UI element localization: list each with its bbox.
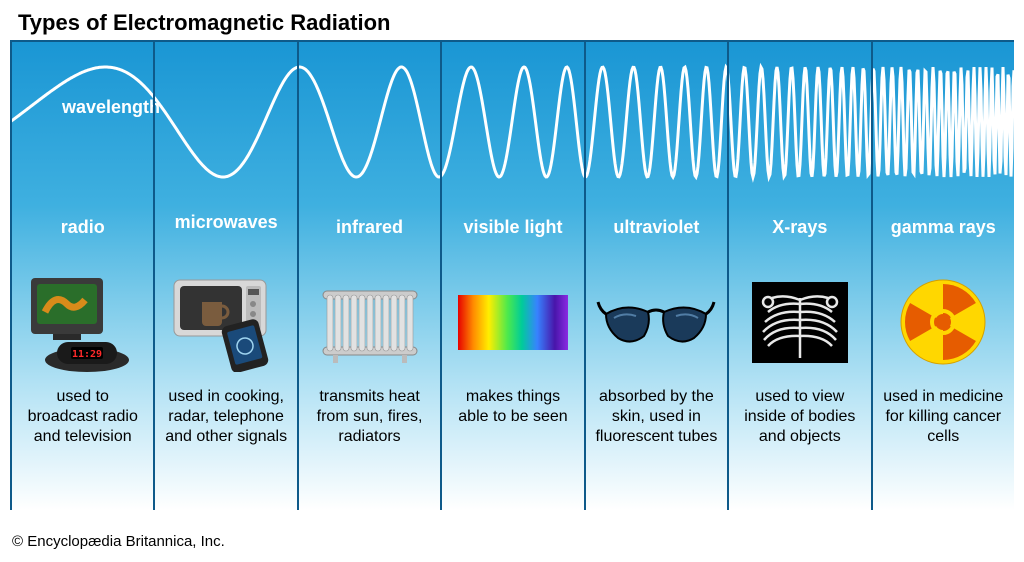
svg-text:11:29: 11:29 [72, 349, 102, 360]
icon-radiation [873, 267, 1014, 377]
copyright: © Encyclopædia Britannica, Inc. [12, 533, 225, 550]
column-visible-light: visible light makes things able to be se… [440, 42, 583, 510]
label-xrays: X-rays [729, 217, 870, 239]
icon-tv-radio: 11:29 [12, 267, 153, 377]
desc-radio: used to broadcast radio and television [12, 387, 153, 447]
icon-radiator [299, 267, 440, 377]
column-radio: radio 11:29 used to broadcast radio and … [10, 42, 153, 510]
rainbow-spectrum [458, 295, 568, 350]
label-radio: radio [12, 217, 153, 239]
icon-sunglasses [586, 267, 727, 377]
desc-microwaves: used in cooking, radar, telephone and ot… [155, 387, 296, 447]
icon-rainbow [442, 267, 583, 377]
label-gamma-rays: gamma rays [873, 217, 1014, 239]
label-microwaves: microwaves [155, 212, 296, 234]
desc-visible-light: makes things able to be seen [442, 387, 583, 427]
desc-infrared: transmits heat from sun, fires, radiator… [299, 387, 440, 447]
desc-ultraviolet: absorbed by the skin, used in fluorescen… [586, 387, 727, 447]
desc-gamma-rays: used in medicine for killing cancer cell… [873, 387, 1014, 447]
label-ultraviolet: ultraviolet [586, 217, 727, 239]
column-infrared: infrared [297, 42, 440, 510]
column-microwaves: microwaves used in cooking, radar, telep… [153, 42, 296, 510]
label-visible-light: visible light [442, 217, 583, 239]
spectrum-chart: wavelength radio 11:29 used to broadcast… [10, 40, 1014, 510]
column-ultraviolet: ultraviolet absorbed by the skin, used i… [584, 42, 727, 510]
icon-microwave-phone [155, 267, 296, 377]
icon-xray [729, 267, 870, 377]
page-title: Types of Electromagnetic Radiation [18, 10, 390, 36]
column-gamma-rays: gamma rays used in medicine for killing … [871, 42, 1014, 510]
desc-xrays: used to view inside of bodies and object… [729, 387, 870, 447]
column-xrays: X-rays [727, 42, 870, 510]
label-infrared: infrared [299, 217, 440, 239]
